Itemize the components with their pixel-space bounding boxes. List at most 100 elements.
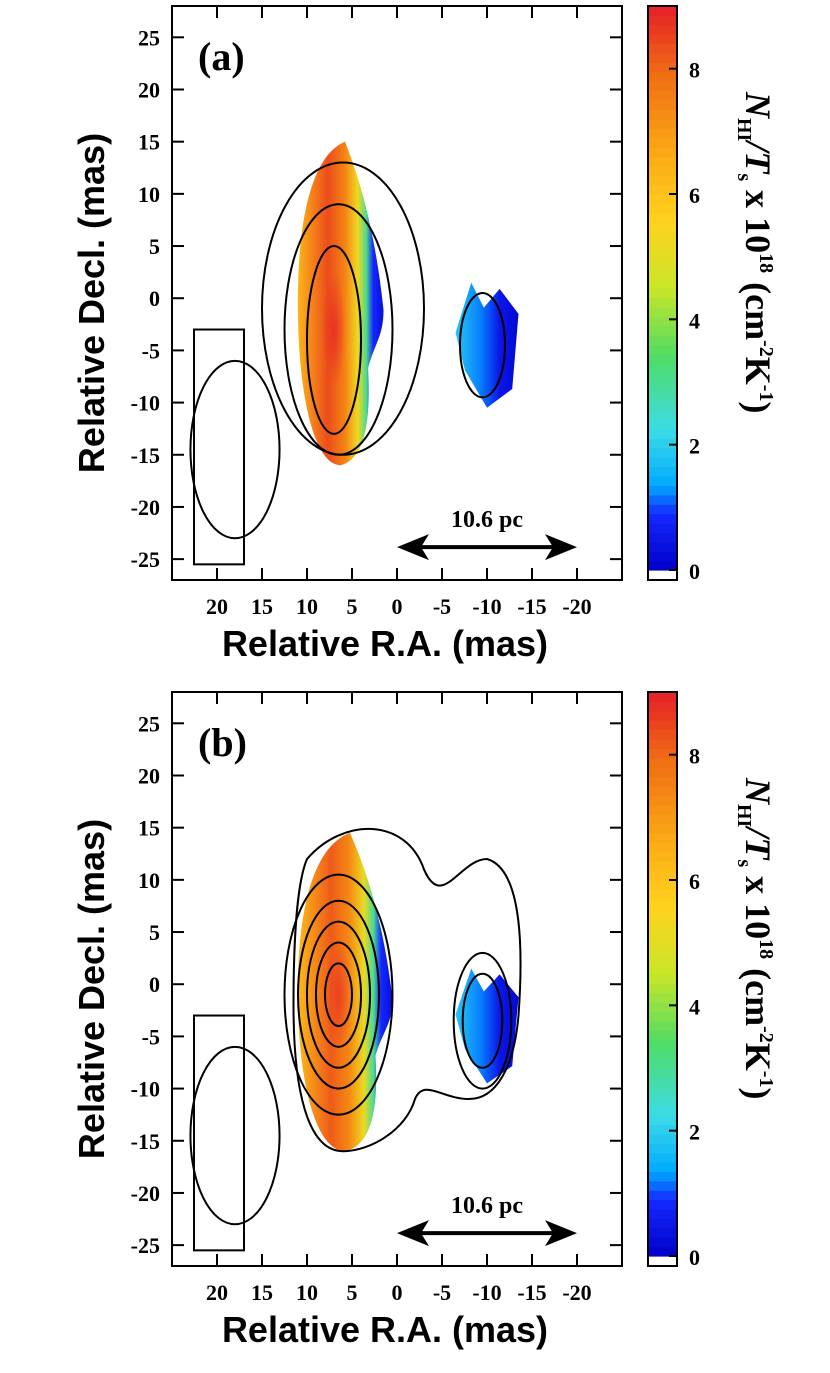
colorbar-segment (648, 523, 677, 533)
colorbar-segment (648, 983, 677, 994)
y-tick-label: -25 (131, 1233, 160, 1258)
x-tick-label: -5 (433, 1280, 451, 1305)
colorbar-title-label-exp3: -1 (755, 1071, 777, 1088)
colorbar-segment (648, 288, 677, 298)
x-tick-label: 0 (392, 1280, 403, 1305)
x-tick-label: 15 (251, 1280, 273, 1305)
colorbar-title-label-mid: x 10 (738, 867, 778, 939)
colorbar-title-label-mid: x 10 (738, 181, 778, 253)
colorbar-segment (648, 147, 677, 157)
colorbar-segment (648, 1058, 677, 1069)
contour-line (315, 941, 362, 1048)
colorbar-title: NHI/Ts x 1018 (cm-2K-1) (733, 777, 778, 1099)
panel-label: (b) (198, 720, 247, 765)
x-tick-label: -10 (472, 594, 501, 619)
colorbar-segment (648, 1180, 677, 1191)
colorbar-segment (648, 908, 677, 919)
colorbar-segment (648, 927, 677, 937)
x-tick-label: 10 (296, 1280, 318, 1305)
colorbar-segment (648, 175, 677, 186)
colorbar-tick-label: 4 (689, 308, 700, 333)
panel-label: (a) (198, 34, 245, 79)
y-tick-label: 25 (138, 25, 160, 50)
colorbar-segment (648, 851, 677, 862)
colorbar-segment (648, 447, 677, 458)
colorbar-segment (648, 870, 677, 881)
colorbar-segment (648, 184, 677, 195)
y-tick-label: -10 (131, 1077, 160, 1102)
colorbar-segment (648, 62, 677, 73)
colorbar-title-label-sub2: s (733, 173, 755, 181)
colorbar-segment (648, 1002, 677, 1013)
colorbar-segment (648, 1049, 677, 1060)
colorbar-segment (648, 391, 677, 402)
colorbar-segment (648, 974, 677, 984)
colorbar-segment (648, 241, 677, 251)
colorbar-title-label-exp: 18 (755, 253, 777, 273)
colorbar-segment (648, 814, 677, 825)
colorbar-segment (648, 24, 677, 35)
colorbar-tick-label: 2 (689, 1120, 700, 1145)
colorbar-segment (648, 936, 677, 947)
colorbar-segment (648, 128, 677, 139)
colorbar-segment (648, 1246, 677, 1257)
colorbar-segment (648, 748, 677, 759)
colorbar-segment (648, 1030, 677, 1041)
colorbar-segment (648, 156, 677, 167)
x-axis-title: Relative R.A. (mas) (222, 1309, 548, 1350)
colorbar-title-label-main: N (738, 91, 778, 120)
colorbar-title-label-main: N (738, 777, 778, 806)
colorbar-title-label-sub1: HI (733, 118, 755, 142)
y-tick-label: 20 (138, 763, 160, 788)
colorbar-segment (648, 1011, 677, 1022)
colorbar-segment (648, 382, 677, 392)
colorbar-segment (648, 400, 677, 411)
contour-line (306, 920, 371, 1069)
colorbar-segment (648, 1077, 677, 1088)
colorbar-segment (648, 6, 677, 16)
colorbar-title-label-exp3: -1 (755, 385, 777, 402)
colorbar-segment (648, 1143, 677, 1154)
y-tick-label: -20 (131, 495, 160, 520)
colorbar-segment (648, 53, 677, 63)
colorbar-segment (648, 1152, 677, 1163)
y-tick-label: 25 (138, 711, 160, 736)
colorbar-segment (648, 880, 677, 890)
colorbar-segment (648, 1190, 677, 1201)
x-tick-label: 0 (392, 594, 403, 619)
colorbar-segment (648, 1171, 677, 1182)
colorbar-segment (648, 278, 677, 289)
colorbar-segment (648, 898, 677, 909)
colorbar-segment (648, 457, 677, 468)
colorbar-tick-label: 6 (689, 183, 700, 208)
colorbar-segment (648, 259, 677, 270)
colorbar-segment (648, 1133, 677, 1144)
colorbar-segment (648, 71, 677, 82)
colorbar-segment (648, 1105, 677, 1116)
plot-frame (171, 5, 623, 581)
x-tick-label: 10 (296, 594, 318, 619)
x-tick-label: -20 (562, 594, 591, 619)
secondary-component-emission (455, 282, 519, 408)
x-tick-label: 20 (206, 1280, 228, 1305)
colorbar-segment (648, 1096, 677, 1107)
colorbar-segment (648, 786, 677, 796)
y-tick-label: -15 (131, 1129, 160, 1154)
colorbar-segment (648, 1115, 677, 1125)
colorbar-segment (648, 701, 677, 712)
colorbar-tick-label: 2 (689, 434, 700, 459)
x-tick-label: -10 (472, 1280, 501, 1305)
scale-bar-arrow-left (397, 534, 429, 561)
colorbar-segment (648, 795, 677, 806)
y-tick-label: -10 (131, 391, 160, 416)
x-tick-label: 20 (206, 594, 228, 619)
y-tick-label: 5 (149, 234, 160, 259)
colorbar-segment (648, 203, 677, 214)
colorbar-title-label-slash: /T (738, 824, 778, 861)
colorbar-segment (648, 34, 677, 45)
x-axis-title: Relative R.A. (mas) (222, 623, 548, 664)
colorbar-title-label-exp2: -2 (755, 1026, 777, 1043)
contour-line (324, 962, 353, 1027)
colorbar-segment (648, 1199, 677, 1210)
colorbar-segment (648, 1124, 677, 1135)
